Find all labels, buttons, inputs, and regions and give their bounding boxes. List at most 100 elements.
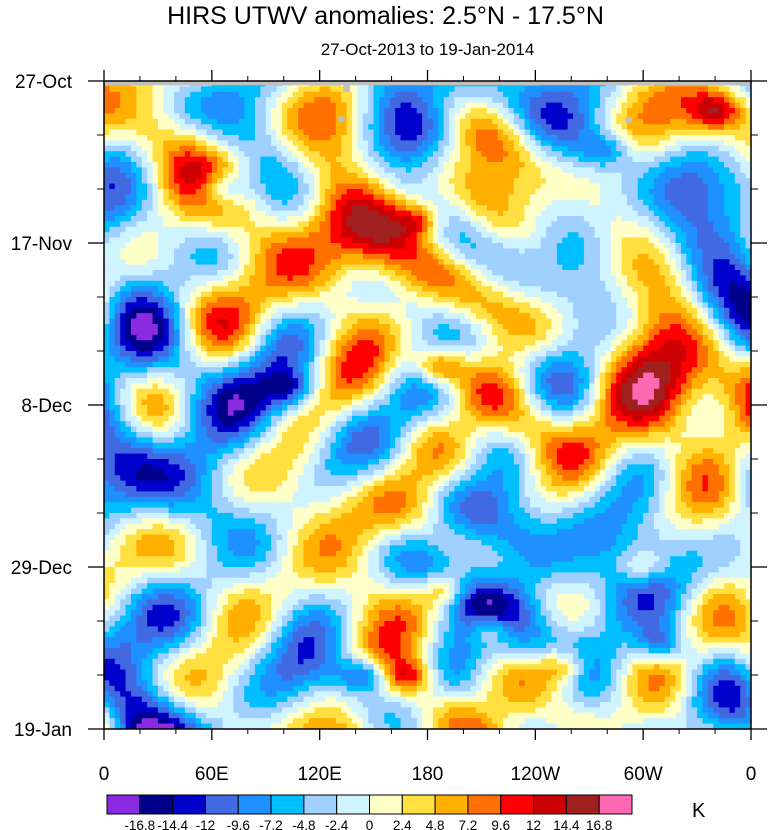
field-cell (179, 156, 186, 163)
field-cell (422, 172, 429, 179)
field-cell (465, 216, 472, 222)
field-cell (567, 199, 574, 206)
field-cell (562, 91, 569, 98)
field-cell (713, 297, 720, 303)
field-cell (201, 118, 208, 125)
field-cell (573, 280, 580, 287)
field-cell (540, 129, 547, 136)
field-cell (637, 135, 644, 141)
field-cell (675, 194, 682, 201)
field-cell (405, 108, 412, 114)
field-cell (157, 226, 164, 233)
field-cell (454, 129, 461, 136)
field-cell (556, 232, 563, 239)
field-cell (163, 135, 170, 141)
field-cell (233, 280, 240, 287)
field-cell (578, 280, 585, 287)
field-cell (621, 124, 628, 131)
field-cell (109, 302, 116, 309)
field-cell (281, 226, 288, 233)
field-cell (373, 151, 380, 158)
field-cell (249, 135, 256, 141)
field-cell (486, 135, 493, 141)
field-cell (346, 243, 353, 249)
field-cell (443, 199, 450, 206)
field-cell (610, 183, 617, 190)
field-cell (535, 199, 542, 206)
field-cell (314, 275, 321, 282)
field-cell (314, 253, 321, 260)
field-cell (594, 221, 601, 228)
field-cell (724, 129, 731, 136)
field-cell (335, 97, 342, 104)
field-cell (416, 189, 423, 195)
field-cell (120, 129, 127, 136)
field-cell (249, 124, 256, 131)
field-cell (157, 275, 164, 282)
field-cell (254, 205, 261, 212)
field-cell (373, 243, 380, 249)
field-cell (443, 275, 450, 282)
field-cell (141, 118, 148, 125)
field-cell (702, 264, 709, 271)
field-cell (438, 243, 445, 249)
field-cell (659, 270, 666, 276)
field-cell (206, 291, 213, 298)
field-cell (605, 237, 612, 244)
field-cell (659, 210, 666, 217)
field-cell (265, 135, 272, 141)
field-cell (740, 151, 747, 158)
field-cell (740, 86, 747, 93)
field-cell (551, 237, 558, 244)
field-cell (244, 129, 251, 136)
field-cell (233, 286, 240, 293)
field-cell (109, 113, 116, 120)
field-cell (470, 135, 477, 141)
field-cell (691, 124, 698, 131)
field-cell (497, 199, 504, 206)
field-cell (729, 275, 736, 282)
field-cell (724, 113, 731, 120)
field-cell (675, 129, 682, 136)
field-cell (578, 237, 585, 244)
field-cell (459, 291, 466, 298)
field-cell (664, 124, 671, 131)
field-cell (443, 129, 450, 136)
field-cell (713, 124, 720, 131)
field-cell (195, 91, 202, 98)
field-cell (524, 297, 531, 303)
field-cell (228, 151, 234, 158)
field-cell (195, 172, 202, 179)
field-cell (600, 264, 607, 271)
field-cell (605, 172, 612, 179)
field-cell (573, 205, 580, 212)
field-cell (626, 162, 633, 168)
field-cell (244, 226, 251, 233)
field-cell (729, 162, 736, 168)
field-cell (578, 189, 585, 195)
field-cell (459, 151, 466, 158)
field-cell (265, 102, 272, 109)
field-cell (626, 253, 633, 260)
field-cell (675, 172, 682, 179)
field-cell (438, 178, 445, 185)
field-cell (405, 113, 412, 120)
field-cell (287, 248, 294, 255)
field-cell (120, 145, 127, 152)
field-cell (486, 210, 493, 217)
field-cell (136, 91, 143, 98)
field-cell (724, 270, 731, 276)
field-cell (729, 232, 736, 239)
field-cell (443, 178, 450, 185)
field-cell (600, 129, 607, 136)
field-cell (659, 108, 666, 114)
field-cell (508, 264, 515, 271)
field-cell (610, 199, 617, 206)
field-cell (492, 216, 499, 222)
field-cell (400, 248, 407, 255)
field-cell (653, 291, 660, 298)
field-cell (740, 189, 747, 195)
field-cell (298, 259, 305, 266)
field-cell (222, 248, 229, 255)
field-cell (378, 280, 385, 287)
